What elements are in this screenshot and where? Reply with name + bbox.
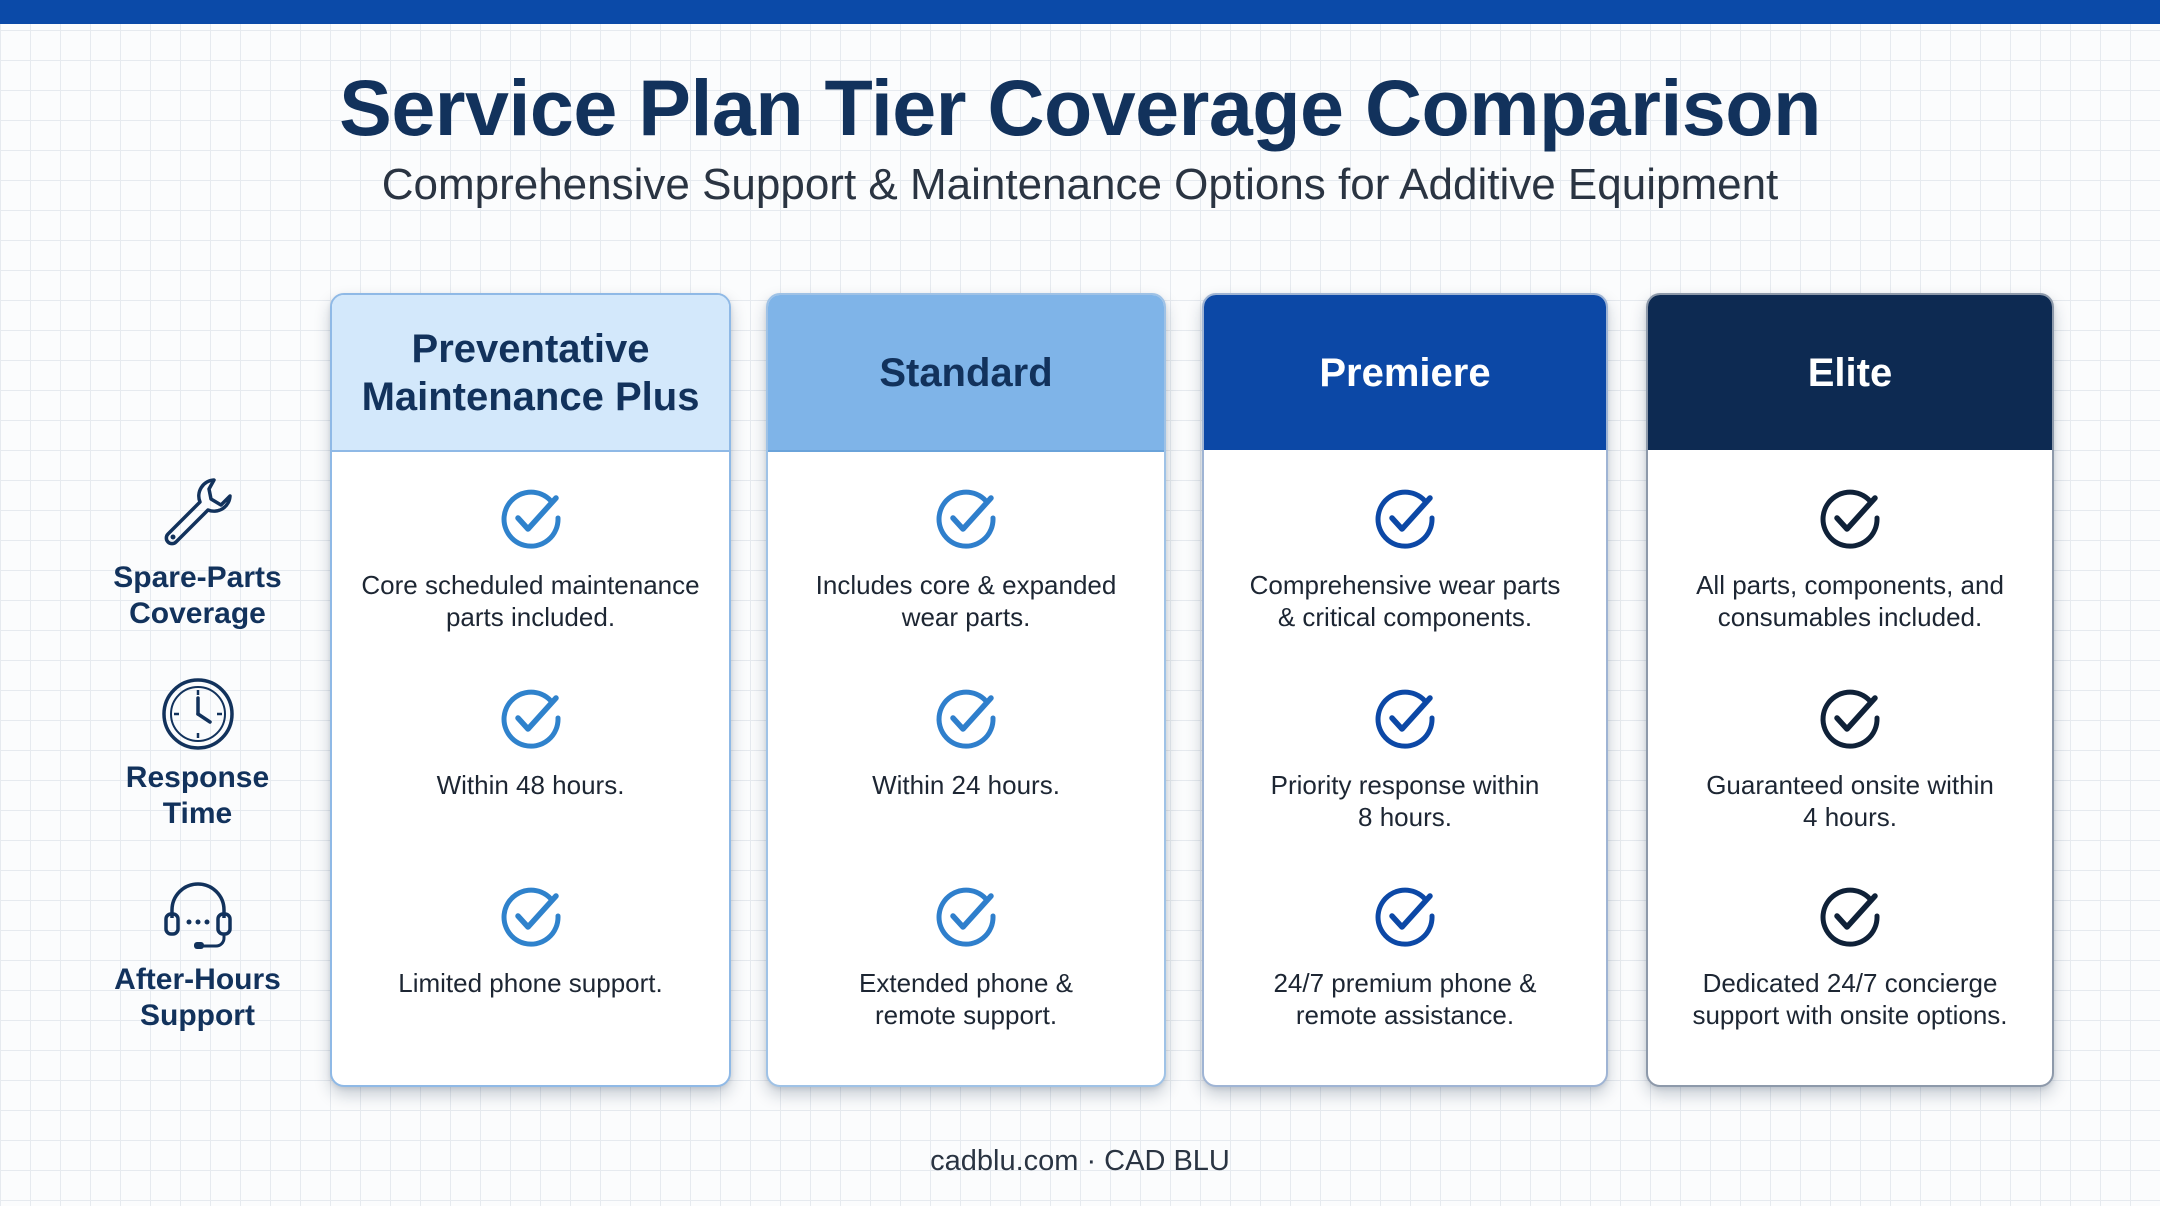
cell-standard-spare-parts: Includes core & expanded wear parts. bbox=[768, 485, 1164, 633]
cell-preventative-after-hours: Limited phone support. bbox=[332, 883, 729, 999]
row-label-response-time: Response Time bbox=[100, 676, 295, 832]
check-circle-icon bbox=[501, 887, 561, 947]
tier-card-standard: Standard Includes core & expanded wear pa… bbox=[766, 293, 1166, 1087]
tier-card-elite: Elite All parts, components, and consumab… bbox=[1646, 293, 2054, 1087]
cell-standard-response: Within 24 hours. bbox=[768, 685, 1164, 801]
cell-elite-spare-parts: All parts, components, and consumables in… bbox=[1648, 485, 2052, 633]
tier-card-preventative: Preventative Maintenance Plus Core schedu… bbox=[330, 293, 731, 1087]
tier-header-premiere: Premiere bbox=[1204, 295, 1606, 450]
tier-card-premiere: Premiere Comprehensive wear parts & criti… bbox=[1202, 293, 1608, 1087]
check-circle-icon bbox=[936, 887, 996, 947]
headset-icon bbox=[163, 882, 232, 949]
clock-icon bbox=[161, 678, 234, 750]
cell-premiere-response: Priority response within 8 hours. bbox=[1204, 685, 1606, 833]
check-circle-icon bbox=[501, 689, 561, 749]
check-circle-icon bbox=[1375, 489, 1435, 549]
cell-premiere-after-hours: 24/7 premium phone & remote assistance. bbox=[1204, 883, 1606, 1031]
cell-elite-after-hours: Dedicated 24/7 concierge support with ons… bbox=[1648, 883, 2052, 1031]
top-accent-bar bbox=[0, 0, 2160, 24]
check-circle-icon bbox=[936, 689, 996, 749]
cell-preventative-response: Within 48 hours. bbox=[332, 685, 729, 801]
row-label-after-hours: After-Hours Support bbox=[100, 874, 295, 1034]
check-circle-icon bbox=[1820, 689, 1880, 749]
check-circle-icon bbox=[1375, 887, 1435, 947]
wrench-icon bbox=[164, 478, 232, 546]
tier-header-standard: Standard bbox=[768, 295, 1164, 452]
check-circle-icon bbox=[936, 489, 996, 549]
cell-standard-after-hours: Extended phone & remote support. bbox=[768, 883, 1164, 1031]
cell-elite-response: Guaranteed onsite within 4 hours. bbox=[1648, 685, 2052, 833]
footer-credit: cadblu.com · CAD BLU bbox=[930, 1145, 1230, 1177]
page-subtitle: Comprehensive Support & Maintenance Opti… bbox=[381, 160, 1779, 209]
check-circle-icon bbox=[1820, 887, 1880, 947]
check-circle-icon bbox=[1375, 689, 1435, 749]
check-circle-icon bbox=[1820, 489, 1880, 549]
tier-header-preventative: Preventative Maintenance Plus bbox=[332, 295, 729, 452]
check-circle-icon bbox=[501, 489, 561, 549]
cell-premiere-spare-parts: Comprehensive wear parts & critical compo… bbox=[1204, 485, 1606, 633]
row-label-spare-parts: Spare-Parts Coverage bbox=[100, 472, 295, 632]
tier-header-elite: Elite bbox=[1648, 295, 2052, 450]
page-title: Service Plan Tier Coverage Comparison bbox=[339, 63, 1821, 152]
cell-preventative-spare-parts: Core scheduled maintenance parts included… bbox=[332, 485, 729, 633]
